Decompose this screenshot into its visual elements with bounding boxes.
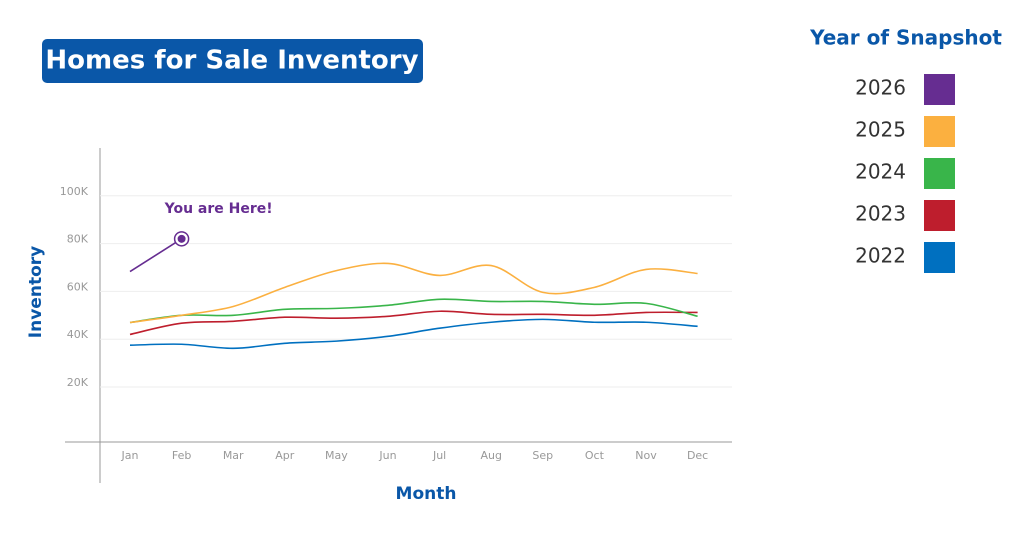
series-line <box>129 298 698 324</box>
x-axis-label: Month <box>396 484 457 504</box>
legend-label: 2025 <box>855 118 906 142</box>
y-tick-label: 40K <box>67 328 89 341</box>
x-tick-label: Mar <box>223 449 244 462</box>
series-line <box>129 262 698 324</box>
y-axis-label: Inventory <box>26 246 46 338</box>
y-tick-label: 60K <box>67 280 89 293</box>
legend-swatch <box>924 200 955 231</box>
legend-swatch <box>924 116 955 147</box>
chart-title: Homes for Sale Inventory <box>45 46 418 76</box>
title-box <box>42 39 423 83</box>
x-tick-label: Oct <box>585 449 605 462</box>
y-tick-label: 100K <box>60 185 89 198</box>
x-tick-label: Feb <box>172 449 191 462</box>
series-line <box>129 310 698 336</box>
x-tick-label: Dec <box>687 449 708 462</box>
legend-label: 2026 <box>855 76 906 100</box>
x-tick-label: Jul <box>432 449 446 462</box>
x-tick-label: Sep <box>532 449 553 462</box>
legend-title: Year of Snapshot <box>809 26 1002 50</box>
legend-label: 2024 <box>855 160 906 184</box>
marker-dot <box>177 234 186 243</box>
legend-swatch <box>924 158 955 189</box>
x-tick-label: May <box>325 449 348 462</box>
x-tick-label: Aug <box>480 449 501 462</box>
legend-label: 2022 <box>855 244 906 268</box>
x-tick-label: Jan <box>121 449 139 462</box>
y-tick-label: 80K <box>67 233 89 246</box>
legend-label: 2023 <box>855 202 906 226</box>
annotation: You are Here! <box>164 201 273 217</box>
legend-swatch <box>924 74 955 105</box>
x-tick-label: Apr <box>275 449 295 462</box>
x-tick-label: Jun <box>378 449 396 462</box>
x-tick-label: Nov <box>635 449 657 462</box>
series-line <box>129 318 698 350</box>
y-tick-label: 20K <box>67 376 89 389</box>
legend-swatch <box>924 242 955 273</box>
